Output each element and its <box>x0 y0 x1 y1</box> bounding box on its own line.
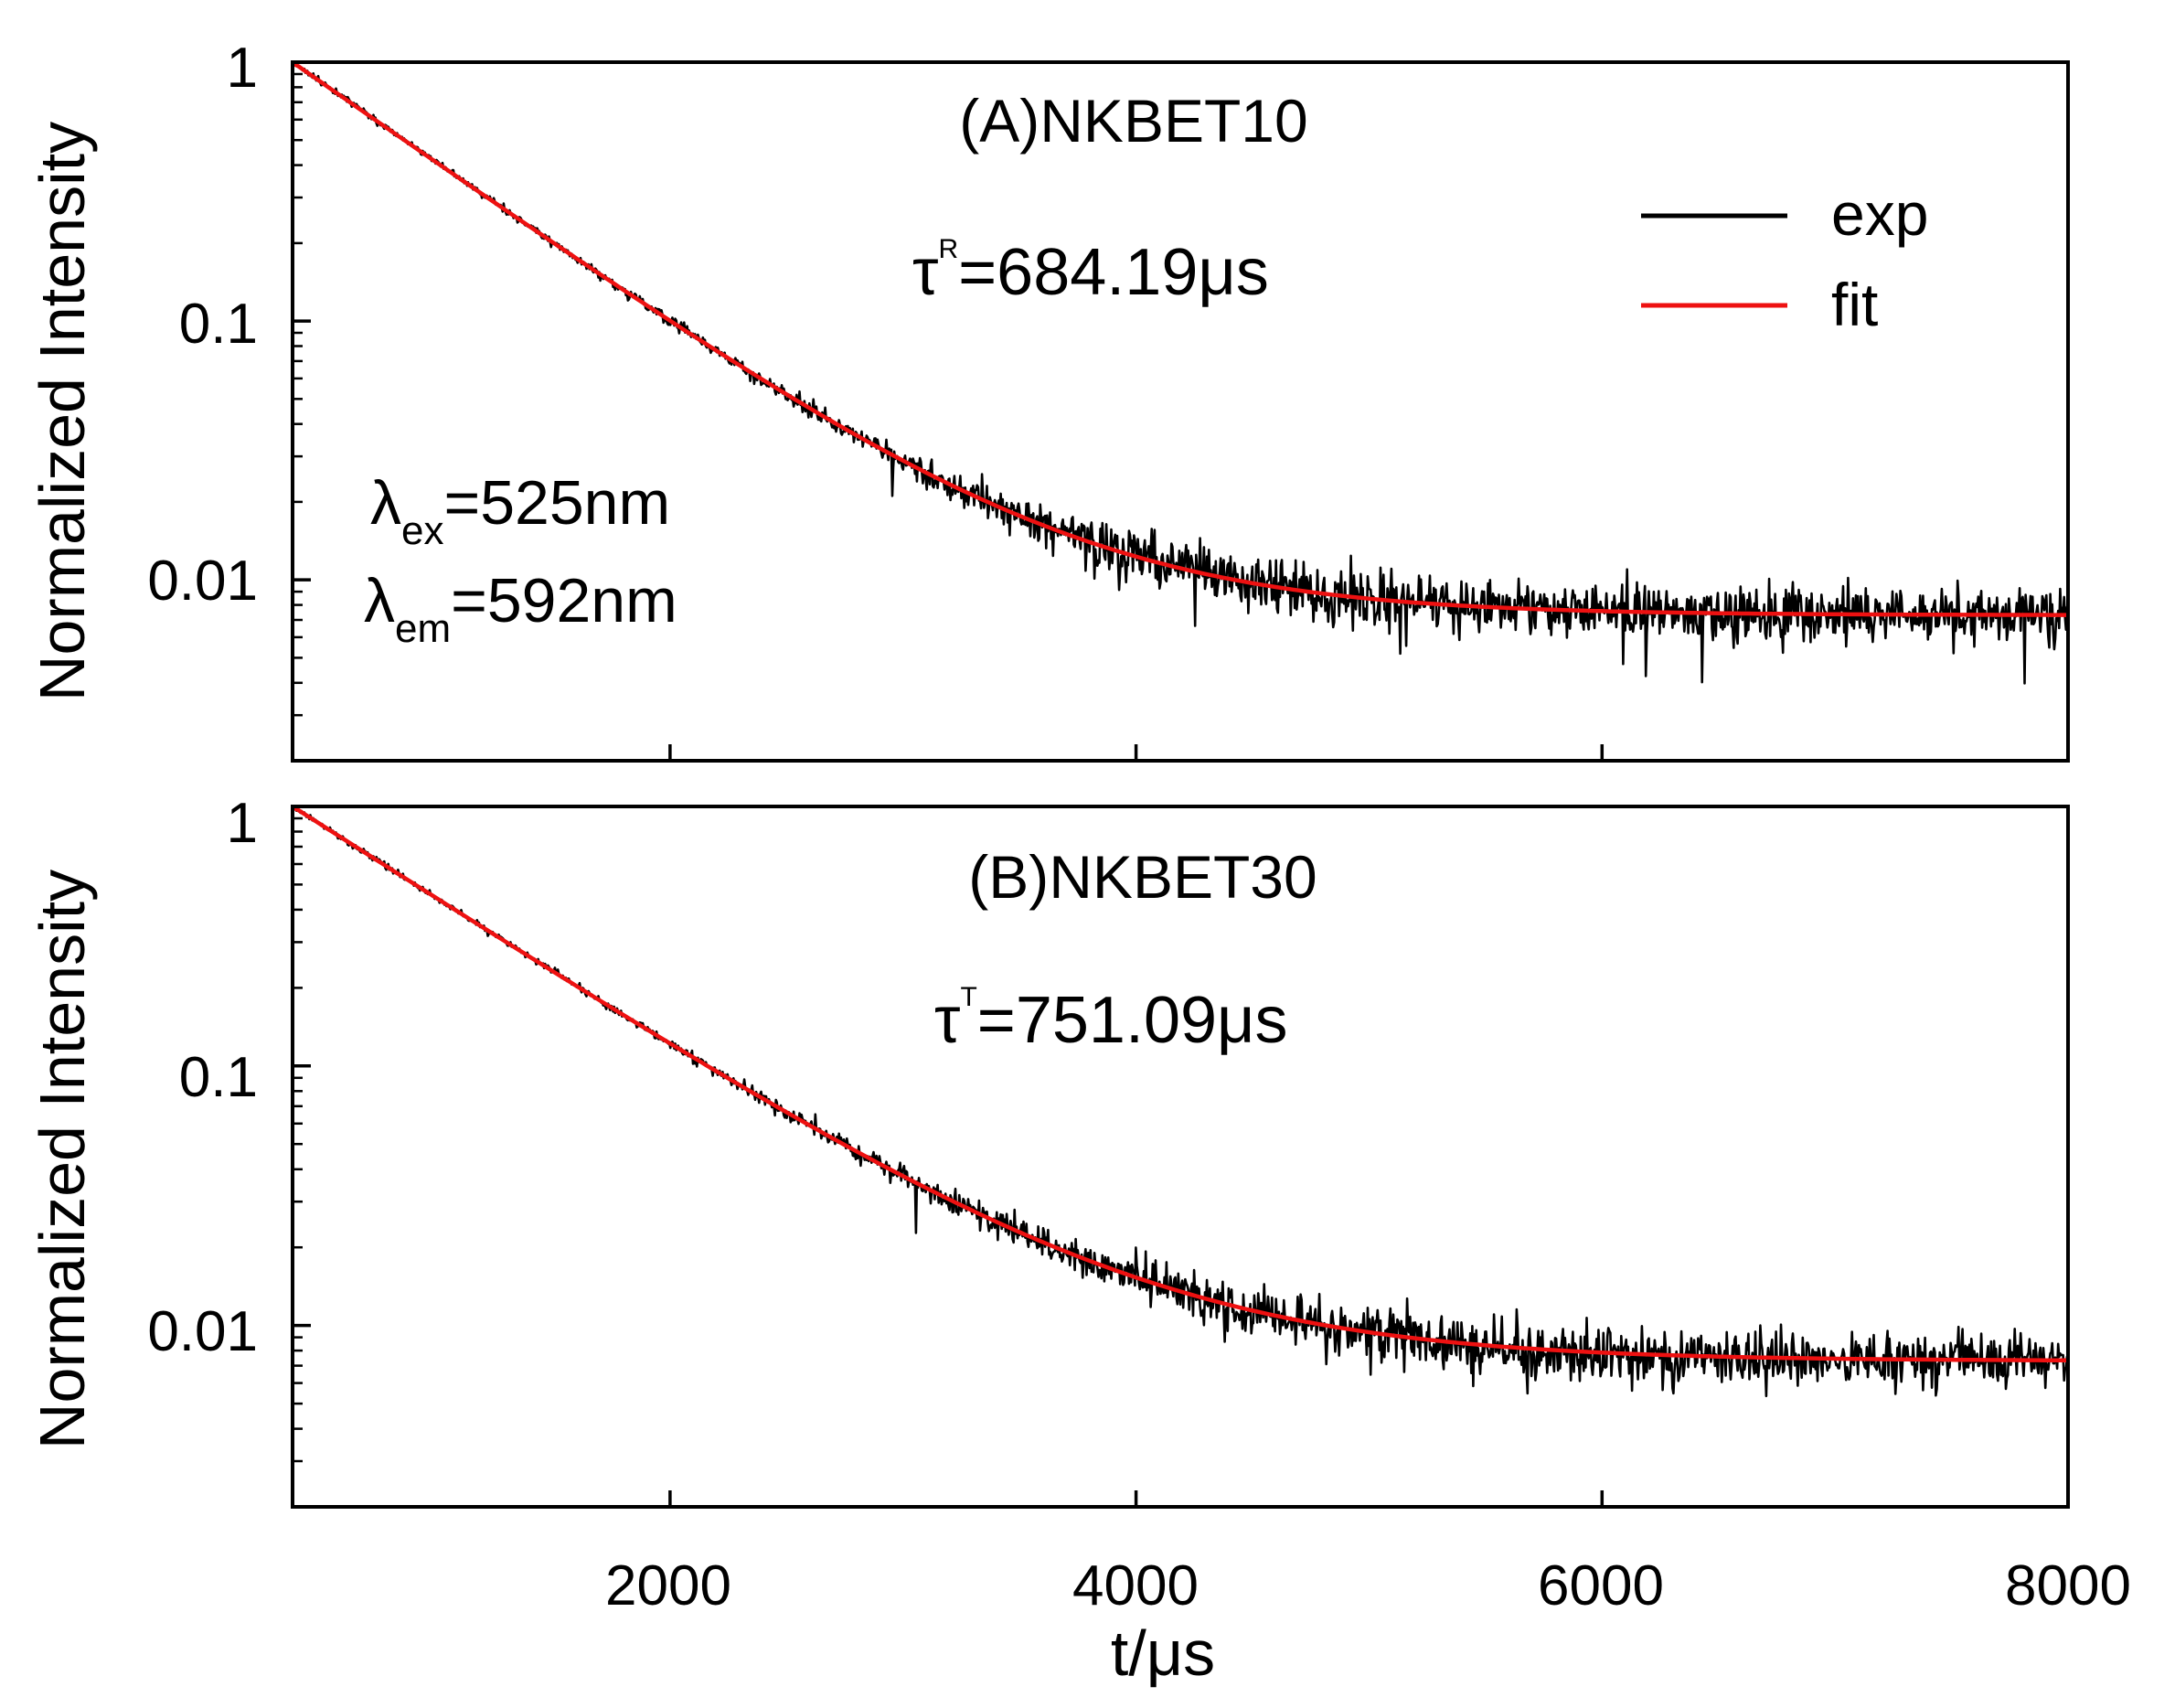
panel-b-xtick-label-2000: 2000 <box>605 1554 731 1617</box>
panel-a-ex-subscript: ex <box>401 508 443 553</box>
panel-b-lifetime: τT=751.09μs <box>934 982 1288 1057</box>
panel-b-tau-superscript: T <box>960 982 976 1012</box>
panel-b-ytick-label-0.01: 0.01 <box>147 1300 258 1363</box>
panel-a-emission: λem=592nm <box>364 566 677 651</box>
panel-b-tau-value: =751.09μs <box>977 984 1288 1057</box>
panel-b-tau-symbol: τ <box>934 984 960 1057</box>
panel-a-frame <box>291 60 2070 763</box>
x-axis-label: t/μs <box>1111 1617 1215 1689</box>
panel-a-ytick-label-1: 1 <box>227 37 258 100</box>
panel-a-tau-superscript: R <box>938 234 958 264</box>
panel-a-ex-value: =525nm <box>443 468 670 538</box>
panel-b-y-axis-label: Normalized Intensity <box>27 870 98 1449</box>
panel-a-data <box>291 61 2070 685</box>
panel-a-em-symbol: λ <box>364 566 395 635</box>
panel-b-ticks <box>293 805 2070 1509</box>
panel-a-ytick-label-0.1: 0.1 <box>179 293 258 356</box>
panel-a-tau-value: =684.19μs <box>958 236 1269 309</box>
panel-b-title: (B)NKBET30 <box>968 843 1317 911</box>
legend: exp fit <box>1641 180 1928 338</box>
panel-b-xtick-label-6000: 6000 <box>1538 1554 1664 1617</box>
panel-a-ex-symbol: λ <box>370 468 401 538</box>
panel-b-ytick-label-1: 1 <box>227 792 258 855</box>
panel-a-tau-symbol: τ <box>912 236 938 309</box>
panel-b-xtick-label-8000: 8000 <box>2005 1554 2131 1617</box>
panel-a-lifetime: τR=684.19μs <box>912 234 1269 309</box>
panel-a-excitation: λex=525nm <box>370 468 670 553</box>
panel-b-frame <box>291 805 2070 1509</box>
panel-b-series-fit <box>292 805 2069 1363</box>
panel-b-data <box>291 805 2070 1398</box>
panel-a-y-axis-label: Normalized Intensity <box>27 122 98 701</box>
panel-b: 1 0.1 0.01 Normalized Intensity (B)NKBET… <box>27 792 2131 1689</box>
panel-a-ytick-label-0.01: 0.01 <box>147 550 258 613</box>
legend-label-exp: exp <box>1831 180 1928 248</box>
legend-label-fit: fit <box>1831 271 1878 338</box>
panel-a-title: (A)NKBET10 <box>959 87 1307 155</box>
panel-b-ytick-label-0.1: 0.1 <box>179 1046 258 1109</box>
panel-a-em-subscript: em <box>395 606 451 651</box>
panel-a-series-fit <box>291 61 2068 617</box>
panel-a: 1 0.1 0.01 Normalized Intensity (A)NKBET… <box>27 37 2070 763</box>
panel-a-em-value: =592nm <box>451 566 677 635</box>
panel-a-ticks <box>293 60 2070 763</box>
panel-b-xtick-label-4000: 4000 <box>1072 1554 1199 1617</box>
